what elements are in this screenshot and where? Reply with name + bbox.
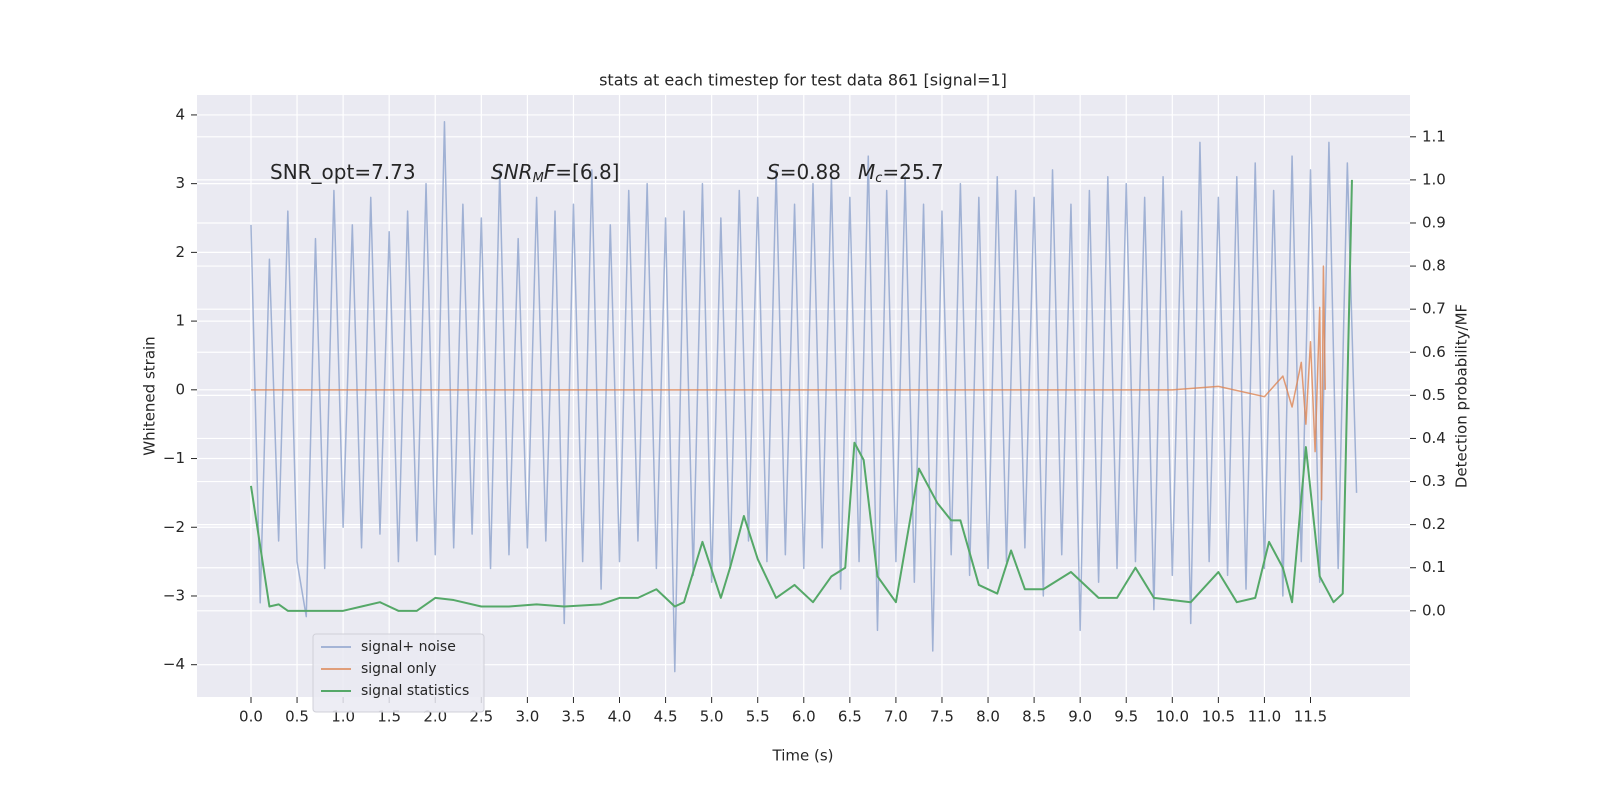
y2-tick-label: 0.5 <box>1422 386 1446 404</box>
y-tick-label: −4 <box>163 655 185 673</box>
y2-tick-label: 0.7 <box>1422 300 1446 318</box>
y2-tick-label: 0.1 <box>1422 558 1446 576</box>
legend-label: signal only <box>361 661 436 677</box>
legend-box <box>312 633 485 713</box>
x-tick-label: 5.0 <box>700 708 724 726</box>
y-tick-label: −3 <box>163 586 185 604</box>
annotation-part: M <box>858 160 875 184</box>
y2-axis-label: Detection probability/MF <box>1453 304 1471 488</box>
legend-label: signal+ noise <box>361 639 456 655</box>
y-tick-label: 3 <box>175 174 185 192</box>
y2-tick-label: 0.8 <box>1422 257 1446 275</box>
annotation-part: S <box>767 160 780 184</box>
x-tick-label: 4.5 <box>654 708 678 726</box>
x-tick-label: 9.5 <box>1114 708 1138 726</box>
y2-tick-label: 0.4 <box>1422 429 1446 447</box>
chart-title: stats at each timestep for test data 861… <box>599 71 1007 90</box>
y2-tick-label: 0.9 <box>1422 213 1446 231</box>
annotation-part: F <box>544 160 556 184</box>
x-tick-label: 10.0 <box>1156 708 1189 726</box>
annotation-part: M <box>533 171 544 186</box>
annotation-part: =[6.8] <box>555 160 619 184</box>
annotation-part: c <box>875 171 882 186</box>
x-tick-label: 6.0 <box>792 708 816 726</box>
x-tick-label: 8.0 <box>976 708 1000 726</box>
y2-tick-label: 0.2 <box>1422 515 1446 533</box>
y-tick-label: −2 <box>163 518 185 536</box>
x-tick-label: 0.0 <box>239 708 263 726</box>
annotation: SNRMF=[6.8] <box>491 160 619 186</box>
x-tick-label: 11.5 <box>1294 708 1327 726</box>
x-tick-label: 0.5 <box>285 708 309 726</box>
annotation-part: =0.88 <box>780 160 841 184</box>
x-tick-label: 3.0 <box>515 708 539 726</box>
x-tick-label: 8.5 <box>1022 708 1046 726</box>
annotation: SNR_opt=7.73 <box>270 160 416 184</box>
y-tick-label: 4 <box>175 105 185 123</box>
x-tick-label: 3.5 <box>562 708 586 726</box>
legend-label: signal statistics <box>361 683 469 699</box>
x-tick-label: 6.5 <box>838 708 862 726</box>
series-line <box>250 265 1326 501</box>
x-tick-label: 11.0 <box>1248 708 1281 726</box>
y2-tick-label: 0.3 <box>1422 472 1446 490</box>
x-tick-label: 4.0 <box>608 708 632 726</box>
y2-tick-label: 0.0 <box>1422 601 1446 619</box>
x-tick-label: 9.0 <box>1068 708 1092 726</box>
y2-tick-label: 1.1 <box>1422 127 1446 145</box>
annotation-part: =25.7 <box>882 160 943 184</box>
series-line <box>250 179 1353 612</box>
series-line <box>250 121 1358 673</box>
y-tick-label: 0 <box>175 380 185 398</box>
x-tick-label: 5.5 <box>746 708 770 726</box>
y-tick-label: 2 <box>175 243 185 261</box>
y-axis-label: Whitened strain <box>141 336 159 455</box>
annotation-part: SNR <box>491 160 533 184</box>
x-tick-label: 10.5 <box>1202 708 1235 726</box>
y2-tick-label: 1.0 <box>1422 170 1446 188</box>
x-tick-label: 7.5 <box>930 708 954 726</box>
annotation: S=0.88 <box>767 160 841 184</box>
x-tick-label: 7.0 <box>884 708 908 726</box>
y-tick-label: −1 <box>163 449 185 467</box>
x-axis-label: Time (s) <box>772 747 834 765</box>
annotation: Mc=25.7 <box>858 160 944 186</box>
annotation-part: SNR_opt=7.73 <box>270 160 416 184</box>
y2-tick-label: 0.6 <box>1422 343 1446 361</box>
y-tick-label: 1 <box>175 312 185 330</box>
